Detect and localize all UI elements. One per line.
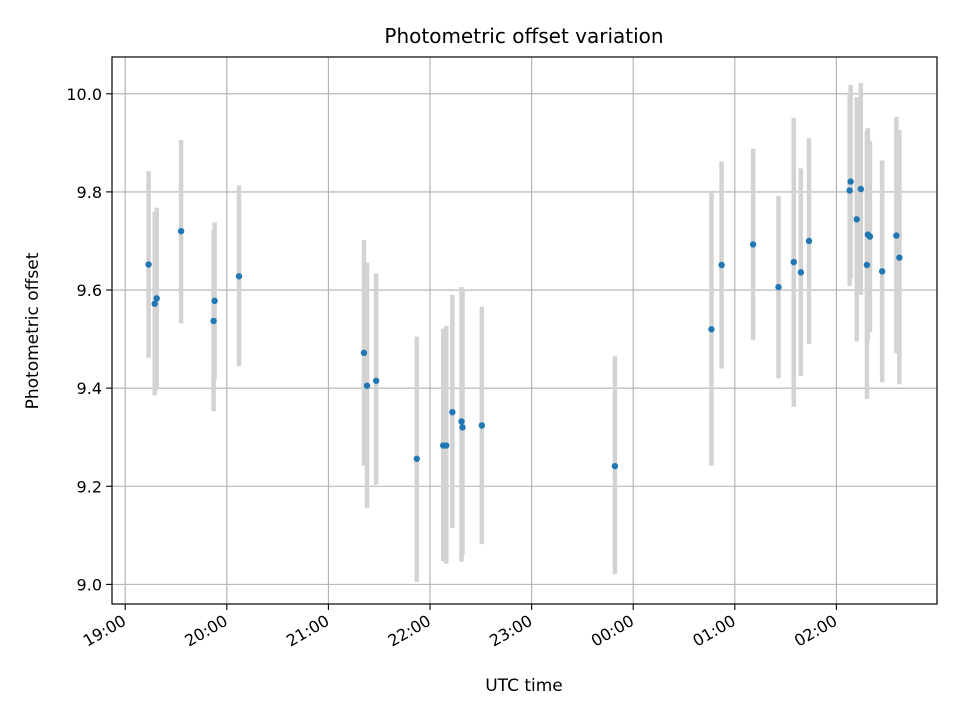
data-point [775,283,782,291]
data-point [177,227,185,235]
y-tick-label: 9.2 [77,477,102,496]
data-point [458,418,465,425]
data-point [708,326,715,333]
gridlines [112,57,937,604]
data-point [805,237,813,245]
y-axis-ticks: 9.0 9.2 9.4 9.6 9.8 10.0 [66,85,112,594]
error-bars [146,83,902,582]
data-point [857,185,864,193]
data-point [847,178,854,185]
x-tick-label: 22:00 [385,611,434,651]
data-point [896,254,903,261]
x-tick-label: 23:00 [486,611,535,651]
data-point [846,187,853,194]
x-tick-label: 21:00 [283,611,332,651]
data-point [449,408,456,416]
data-point [797,269,805,276]
data-point [749,241,757,248]
data-point [878,268,886,275]
data-point [863,261,871,269]
plot-frame [111,56,938,605]
data-point [611,462,619,470]
data-point [235,273,243,280]
data-point [413,455,421,462]
data-point [210,317,217,325]
data-point [145,261,152,268]
y-tick-label: 9.0 [77,575,102,594]
data-point [372,377,380,384]
data-point [718,261,725,269]
y-axis-label: Photometric offset [23,252,43,409]
data-point [459,424,466,431]
x-tick-label: 01:00 [689,611,738,651]
data-point [790,258,797,266]
x-tick-label: 19:00 [80,611,129,651]
data-point [893,232,900,239]
data-points [145,178,903,470]
x-tick-label: 02:00 [791,611,840,651]
y-tick-label: 9.4 [77,379,102,398]
data-point [151,300,158,307]
data-point [363,382,371,389]
data-point [443,442,450,449]
y-tick-label: 9.6 [77,281,102,300]
data-point [360,349,368,357]
chart-title: Photometric offset variation [384,24,663,48]
data-point [153,295,160,302]
data-point [853,216,860,223]
data-point [866,233,874,240]
x-axis-ticks: 19:00 20:00 21:00 22:00 23:00 00:00 01:00 02:00 [80,604,840,651]
y-tick-label: 10.0 [66,85,102,104]
x-tick-label: 20:00 [181,611,230,651]
data-point [478,422,486,429]
x-tick-label: 00:00 [588,611,637,651]
data-point [211,297,218,305]
x-axis-label: UTC time [485,676,563,696]
y-tick-label: 9.8 [77,183,102,202]
